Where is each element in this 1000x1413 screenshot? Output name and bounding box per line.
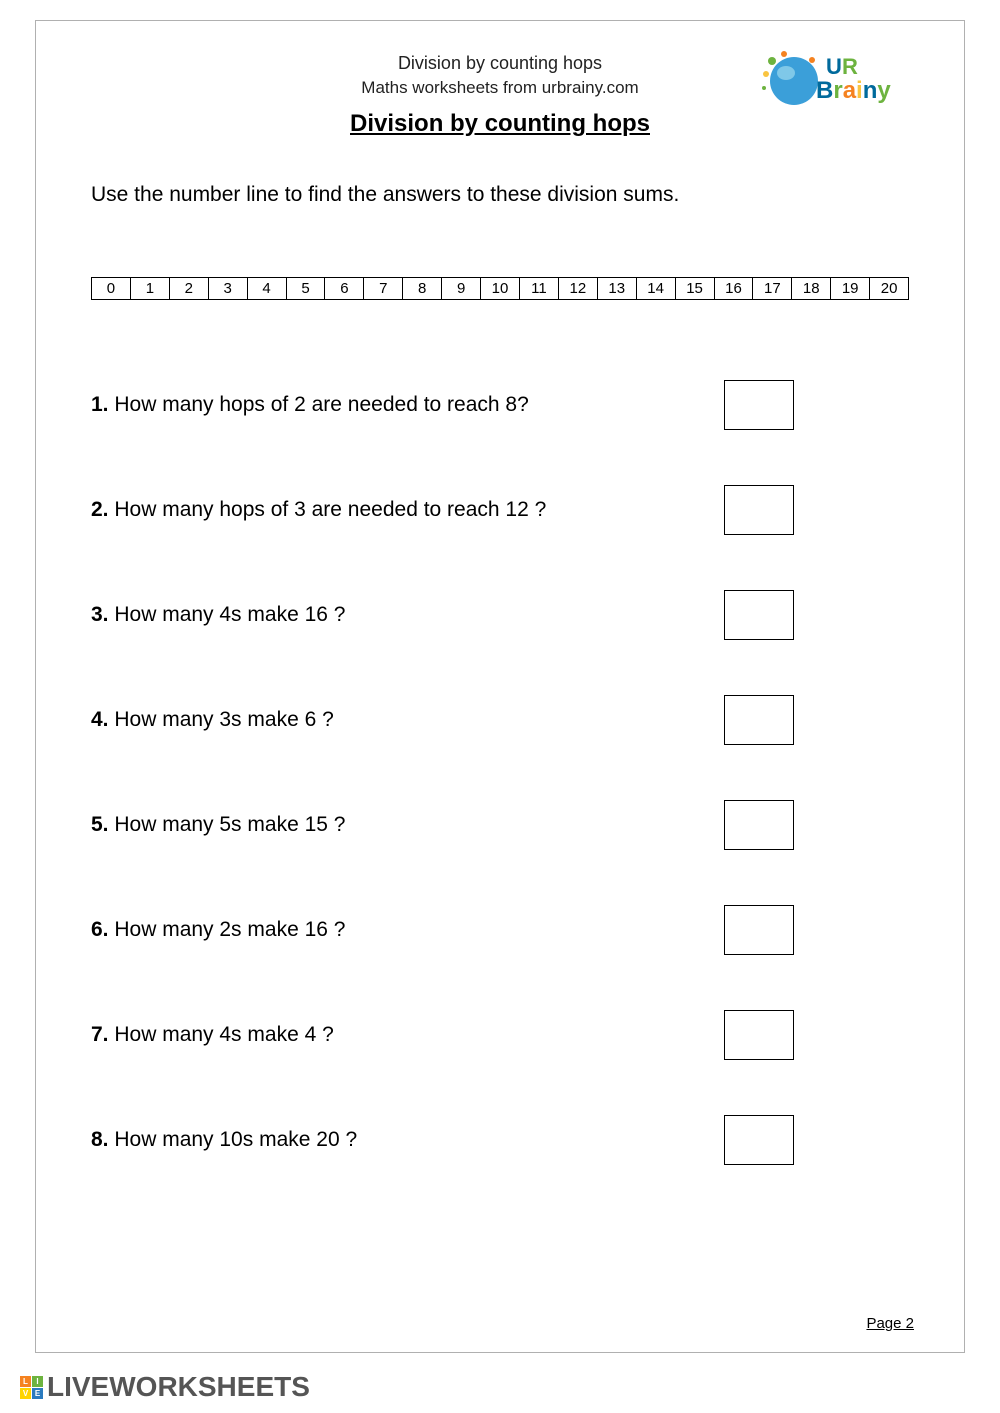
number-line-cell: 6 (325, 278, 364, 299)
answer-input[interactable] (724, 590, 794, 640)
svg-text:Brainy: Brainy (816, 77, 891, 104)
number-line-cell: 19 (831, 278, 870, 299)
question-text: 3. How many 4s make 16 ? (91, 603, 345, 627)
answer-input[interactable] (724, 1115, 794, 1165)
question-row: 3. How many 4s make 16 ? (91, 590, 914, 640)
footer-grid-cell: V (20, 1388, 31, 1399)
question-text: 5. How many 5s make 15 ? (91, 813, 345, 837)
footer-brand-text: LIVEWORKSHEETS (47, 1371, 310, 1403)
answer-input[interactable] (724, 1010, 794, 1060)
header-subtitle: Maths worksheets from urbrainy.com (361, 76, 638, 100)
question-text: 8. How many 10s make 20 ? (91, 1128, 357, 1152)
answer-input[interactable] (724, 380, 794, 430)
svg-text:R: R (842, 54, 858, 79)
answer-input[interactable] (724, 800, 794, 850)
question-row: 7. How many 4s make 4 ? (91, 1010, 914, 1060)
footer-grid-cell: E (32, 1388, 43, 1399)
footer-grid-cell: I (32, 1376, 43, 1387)
number-line-cell: 1 (131, 278, 170, 299)
svg-text:U: U (826, 54, 842, 79)
footer-grid-icon: LIVE (20, 1376, 43, 1399)
question-text: 4. How many 3s make 6 ? (91, 708, 334, 732)
question-text: 2. How many hops of 3 are needed to reac… (91, 498, 546, 522)
number-line-cell: 17 (753, 278, 792, 299)
questions-list: 1. How many hops of 2 are needed to reac… (91, 380, 914, 1165)
question-text: 1. How many hops of 2 are needed to reac… (91, 393, 529, 417)
answer-input[interactable] (724, 695, 794, 745)
footer-grid-cell: L (20, 1376, 31, 1387)
question-text: 6. How many 2s make 16 ? (91, 918, 345, 942)
question-row: 6. How many 2s make 16 ? (91, 905, 914, 955)
number-line-cell: 11 (520, 278, 559, 299)
number-line-cell: 16 (715, 278, 754, 299)
number-line-cell: 14 (637, 278, 676, 299)
answer-input[interactable] (724, 485, 794, 535)
number-line: 01234567891011121314151617181920 (91, 277, 909, 300)
liveworksheets-logo: LIVE LIVEWORKSHEETS (20, 1371, 310, 1403)
header-text: Division by counting hops Maths workshee… (361, 51, 638, 100)
number-line-cell: 7 (364, 278, 403, 299)
number-line-cell: 9 (442, 278, 481, 299)
number-line-cell: 13 (598, 278, 637, 299)
number-line-cell: 18 (792, 278, 831, 299)
question-row: 1. How many hops of 2 are needed to reac… (91, 380, 914, 430)
number-line-cell: 2 (170, 278, 209, 299)
question-text: 7. How many 4s make 4 ? (91, 1023, 334, 1047)
question-row: 5. How many 5s make 15 ? (91, 800, 914, 850)
number-line-cell: 8 (403, 278, 442, 299)
question-row: 8. How many 10s make 20 ? (91, 1115, 914, 1165)
header-title: Division by counting hops (361, 51, 638, 76)
number-line-cell: 3 (209, 278, 248, 299)
number-line-cell: 10 (481, 278, 520, 299)
question-row: 2. How many hops of 3 are needed to reac… (91, 485, 914, 535)
number-line-cell: 4 (248, 278, 287, 299)
answer-input[interactable] (724, 905, 794, 955)
number-line-cell: 12 (559, 278, 598, 299)
number-line-cell: 0 (92, 278, 131, 299)
number-line-cell: 15 (676, 278, 715, 299)
urbrainy-logo: U R Brainy (754, 46, 904, 116)
header: Division by counting hops Maths workshee… (86, 51, 914, 100)
worksheet-page: Division by counting hops Maths workshee… (35, 20, 965, 1353)
number-line-cell: 20 (870, 278, 908, 299)
instruction-text: Use the number line to find the answers … (91, 183, 914, 207)
number-line-cell: 5 (287, 278, 326, 299)
question-row: 4. How many 3s make 6 ? (91, 695, 914, 745)
page-number: Page 2 (866, 1315, 914, 1332)
